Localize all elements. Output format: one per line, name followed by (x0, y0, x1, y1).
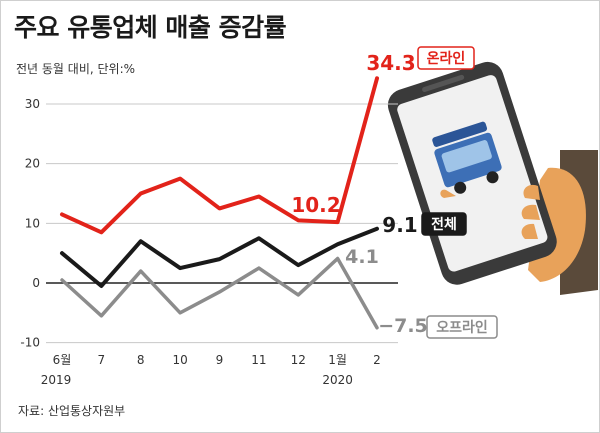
series-line-1 (60, 226, 379, 288)
y-axis: -10 0 10 20 30 (20, 97, 40, 350)
x-tick-label: 12 (291, 353, 306, 367)
data-label: 10.2 (291, 193, 340, 217)
x-tick-label: 10 (172, 353, 187, 367)
y-tick-label: 30 (25, 97, 40, 111)
x-tick-label: 1월 (328, 353, 347, 367)
x-tick-label: 8 (137, 353, 145, 367)
x-axis: 6월 7 8 10 9 11 12 1월 2 2019 2020 (41, 353, 381, 387)
series-name-box (426, 315, 498, 339)
x-tick-label: 11 (251, 353, 266, 367)
source-note: 자료: 산업통상자원부 (18, 404, 126, 418)
series-line-0 (60, 76, 379, 235)
x-year-label: 2019 (41, 373, 72, 387)
x-tick-label: 2 (373, 353, 381, 367)
chart-series (60, 76, 379, 330)
smartphone-delivery-truck-icon (387, 61, 598, 295)
data-label: −7.5 (378, 315, 428, 337)
series-name-box (421, 212, 467, 236)
legend-total: 전체 (421, 212, 467, 236)
chart-grid (46, 103, 398, 344)
series-line-2 (60, 256, 379, 330)
y-tick-label: 20 (25, 157, 40, 171)
series-name-label: 전체 (431, 216, 457, 233)
series-name-label: 오프라인 (436, 319, 488, 336)
data-label: 4.1 (345, 246, 379, 268)
chart-title: 주요 유통업체 매출 증감률 (14, 13, 287, 42)
x-year-label: 2020 (322, 373, 353, 387)
x-tick-label: 9 (216, 353, 224, 367)
legend-offline: 오프라인 (426, 315, 498, 339)
series-name-box (417, 46, 475, 70)
x-tick-label: 6월 (53, 353, 72, 367)
data-label: 9.1 (382, 213, 417, 237)
series-name-label: 온라인 (427, 50, 466, 67)
legend-online: 온라인 (417, 46, 475, 70)
chart-subtitle: 전년 동월 대비, 단위:% (16, 62, 136, 76)
data-label: 34.3 (366, 51, 415, 75)
y-tick-label: -10 (20, 336, 40, 350)
y-tick-label: 10 (25, 216, 40, 230)
x-tick-label: 7 (98, 353, 106, 367)
y-tick-label: 0 (32, 276, 40, 290)
